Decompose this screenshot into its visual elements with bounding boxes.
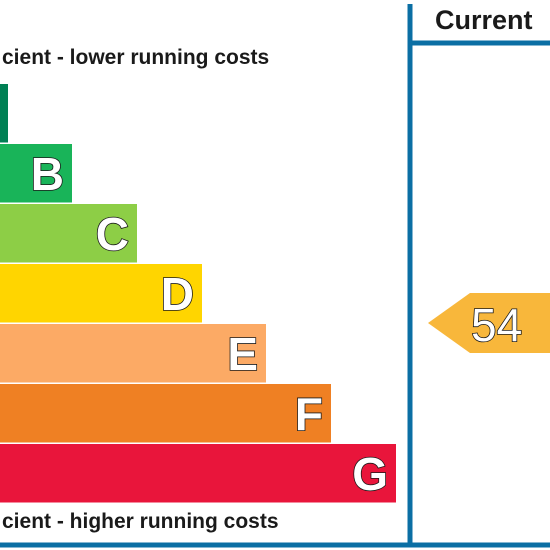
band-letter-e: E bbox=[227, 328, 258, 380]
current-rating-value: 54 bbox=[471, 299, 522, 351]
current-column-header: Current bbox=[435, 5, 533, 35]
band-bar-d bbox=[0, 264, 202, 323]
band-letter-c: C bbox=[96, 208, 129, 260]
band-letter-f: F bbox=[295, 388, 323, 440]
band-bar-g bbox=[0, 444, 396, 503]
band-letter-g: G bbox=[352, 448, 388, 500]
band-letter-d: D bbox=[161, 268, 194, 320]
band-bar-b bbox=[0, 144, 72, 203]
current-rating-arrow bbox=[428, 293, 550, 353]
current-rating-marker: 54 bbox=[428, 293, 550, 353]
band-bar-e bbox=[0, 324, 266, 383]
bottom-caption: cient - higher running costs bbox=[2, 510, 279, 533]
band-letter-b: B bbox=[31, 148, 64, 200]
band-bar-f bbox=[0, 384, 331, 443]
band-bar-a bbox=[0, 84, 8, 143]
band-bar-c bbox=[0, 204, 137, 263]
top-caption: cient - lower running costs bbox=[2, 46, 269, 69]
